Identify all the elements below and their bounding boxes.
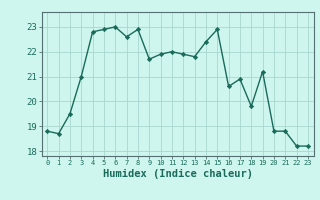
X-axis label: Humidex (Indice chaleur): Humidex (Indice chaleur)	[103, 169, 252, 179]
